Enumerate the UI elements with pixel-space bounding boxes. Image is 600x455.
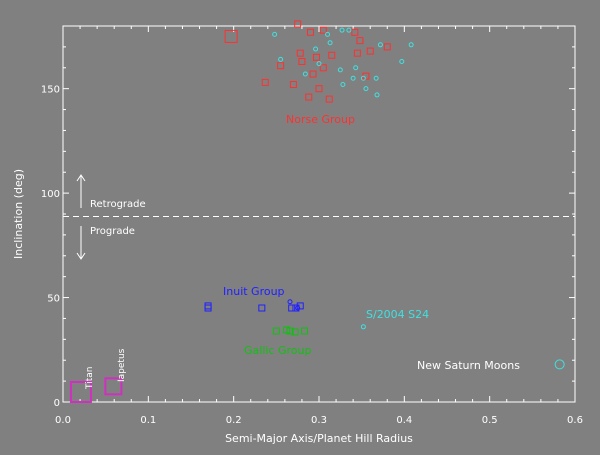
annotation-gallic-group: Gallic Group <box>244 344 311 357</box>
data-point-inuit <box>258 304 266 312</box>
data-point-new <box>278 56 284 62</box>
data-point-norse <box>309 70 317 78</box>
data-point-norse <box>296 49 304 57</box>
data-point-norse <box>294 20 302 28</box>
data-point-new <box>302 71 308 77</box>
data-point-norse <box>319 26 327 34</box>
data-point-inuit <box>204 304 212 312</box>
data-point-new <box>350 75 356 81</box>
x-tick-label: 0.3 <box>311 415 327 426</box>
data-point-new <box>325 31 331 37</box>
data-point-norse <box>356 37 364 45</box>
annotation-prograde: Prograde <box>90 226 135 237</box>
data-point-new <box>339 27 345 33</box>
y-tick-label: 150 <box>41 85 60 96</box>
data-point-norse <box>277 62 285 70</box>
data-point-new <box>337 67 343 73</box>
data-point-new <box>360 75 366 81</box>
x-tick-label: 0.1 <box>140 415 156 426</box>
plot-frame <box>62 25 576 403</box>
chart-marks <box>69 20 565 403</box>
x-tick-label: 0.0 <box>55 415 71 426</box>
annotation-new-saturn-moons: New Saturn Moons <box>417 359 520 372</box>
y-tick-label: 0 <box>54 398 60 409</box>
x-axis-label: Semi-Major Axis/Planet Hill Radius <box>225 432 413 445</box>
data-point-gallic <box>286 327 294 335</box>
data-point-new <box>554 359 565 370</box>
data-point-norse <box>306 28 314 36</box>
data-point-norse <box>328 51 336 59</box>
y-axis-label: Inclination (deg) <box>12 169 25 259</box>
data-point-norse <box>366 47 374 55</box>
data-point-inuit <box>287 299 293 305</box>
data-point-inuit <box>204 302 212 310</box>
data-point-norse <box>325 95 333 103</box>
y-tick-label: 100 <box>41 189 60 200</box>
data-point-inuit <box>288 304 296 312</box>
data-point-new <box>377 42 383 48</box>
data-point-norse <box>289 80 297 88</box>
annotation-norse-group: Norse Group <box>286 113 355 126</box>
data-point-norse <box>305 93 313 101</box>
annotation-titan: Titan <box>85 367 95 390</box>
data-point-gallic <box>272 327 280 335</box>
y-tick-label: 50 <box>47 294 60 305</box>
data-point-new <box>408 42 414 48</box>
x-tick-label: 0.4 <box>396 415 412 426</box>
data-point-new <box>327 40 333 46</box>
data-point-new <box>363 86 369 92</box>
data-point-new <box>353 65 359 71</box>
data-point-norse <box>319 64 327 72</box>
data-point-gallic <box>300 327 308 335</box>
data-point-new <box>340 81 346 87</box>
data-point-large <box>69 381 92 403</box>
data-point-norse <box>261 78 269 86</box>
annotation-inuit-group: Inuit Group <box>223 285 285 298</box>
x-tick-label: 0.5 <box>482 415 498 426</box>
data-point-new <box>316 61 322 67</box>
annotation-retrograde: Retrograde <box>90 199 146 210</box>
tick-labels: 0.0 0.1 0.2 0.3 0.4 0.5 0.6 0 50 100 150 <box>41 85 583 426</box>
data-point-norse <box>315 85 323 93</box>
x-tick-label: 0.6 <box>567 415 583 426</box>
annotation-iapetus: Iapetus <box>117 348 127 382</box>
data-point-inuit <box>292 304 300 312</box>
data-point-new <box>360 324 366 330</box>
data-point-norse <box>383 43 391 51</box>
data-point-norse <box>224 29 238 43</box>
data-point-new <box>399 59 405 65</box>
annotation-s2004-s24: S/2004 S24 <box>366 308 429 321</box>
data-point-large <box>104 377 123 396</box>
data-point-new <box>374 92 380 98</box>
data-point-norse <box>353 49 361 57</box>
data-point-norse <box>298 58 306 66</box>
axis-ticks <box>62 26 576 403</box>
data-point-inuit <box>295 305 301 311</box>
retrograde-arrow <box>76 174 86 208</box>
prograde-arrow <box>76 226 86 260</box>
data-point-new <box>373 75 379 81</box>
data-point-new <box>346 27 352 33</box>
data-point-norse <box>312 53 320 61</box>
x-tick-label: 0.2 <box>226 415 242 426</box>
data-point-new <box>313 46 319 52</box>
data-point-norse <box>351 28 359 36</box>
data-point-gallic <box>291 328 299 336</box>
data-point-new <box>272 31 278 37</box>
